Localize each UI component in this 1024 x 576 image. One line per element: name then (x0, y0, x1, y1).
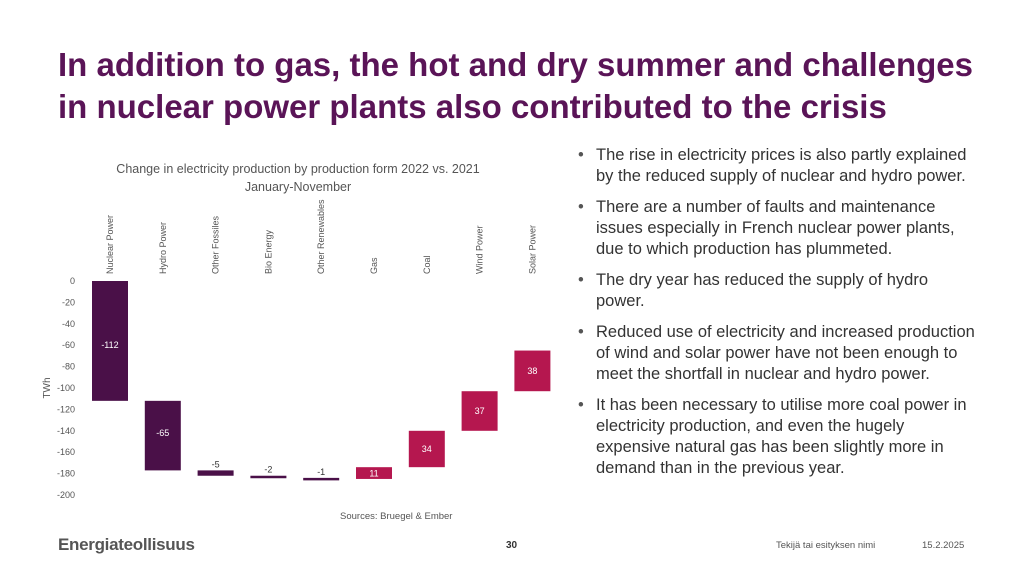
y-tick-label: -180 (57, 469, 75, 479)
chart-title: Change in electricity production by prod… (28, 160, 568, 196)
y-tick-label: -200 (57, 490, 75, 500)
data-label: -65 (156, 428, 169, 438)
bar-bio-energy (250, 475, 287, 479)
y-tick-label: -20 (62, 297, 75, 307)
bullet-item: The dry year has reduced the supply of h… (576, 270, 976, 312)
category-label: Other Renewables (316, 199, 326, 274)
bar-other-fossiles (197, 470, 234, 476)
bar-nuclear-power (92, 281, 128, 401)
y-axis-title: TWh (42, 377, 53, 398)
y-tick-label: -120 (57, 404, 75, 414)
waterfall-chart: 0 -20 -40 -60 -80 -100 -120 -140 -160 -180 -200 TWh… (42, 199, 551, 500)
bullet-item: It has been necessary to utilise more co… (576, 395, 976, 479)
y-tick-label: -100 (57, 383, 75, 393)
category-label: Wind Power (475, 225, 485, 274)
y-tick-label: -160 (57, 447, 75, 457)
bullet-item: Reduced use of electricity and increased… (576, 322, 976, 385)
data-label: -1 (317, 467, 325, 477)
category-label: Hydro Power (158, 222, 168, 274)
footer-date: 15.2.2025 (922, 540, 965, 551)
data-label: 38 (527, 366, 537, 376)
bullet-list: The rise in electricity prices is also p… (576, 145, 976, 489)
page-number: 30 (506, 540, 518, 551)
bar-gas (356, 467, 392, 479)
y-tick-label: -140 (57, 426, 75, 436)
bullet-item: The rise in electricity prices is also p… (576, 145, 976, 187)
category-label: Bio Energy (263, 229, 273, 274)
data-label: -5 (212, 459, 220, 469)
y-tick-label: -40 (62, 319, 75, 329)
data-label: -2 (264, 465, 272, 475)
y-tick-label: 0 (70, 276, 75, 286)
y-tick-label: -60 (62, 340, 75, 350)
y-tick-label: -80 (62, 362, 75, 372)
bar-other-renewables (303, 477, 340, 481)
bar-hydro-power (144, 400, 181, 471)
category-label: Nuclear Power (105, 215, 115, 274)
category-label: Solar Power (527, 225, 537, 274)
data-label: 11 (369, 469, 378, 479)
data-label: 34 (422, 444, 432, 454)
company-logo: Energiateollisuus (58, 535, 195, 554)
chart-title-line1: Change in electricity production by prod… (116, 162, 480, 176)
chart-title-line2: January-November (244, 180, 352, 194)
category-label: Other Fossiles (211, 215, 221, 274)
category-label: Coal (422, 255, 432, 274)
bar-wind-power (461, 391, 498, 431)
slide-title: In addition to gas, the hot and dry summ… (58, 46, 973, 125)
bullet-item: There are a number of faults and mainten… (576, 197, 976, 260)
data-label: 37 (475, 406, 485, 416)
data-label: -112 (101, 340, 118, 350)
chart-source: Sources: Bruegel & Ember (340, 511, 453, 522)
bar-coal (408, 430, 445, 468)
footer-presenter: Tekijä tai esityksen nimi (776, 540, 876, 551)
category-label: Gas (369, 257, 379, 274)
bar-solar-power (514, 350, 551, 392)
